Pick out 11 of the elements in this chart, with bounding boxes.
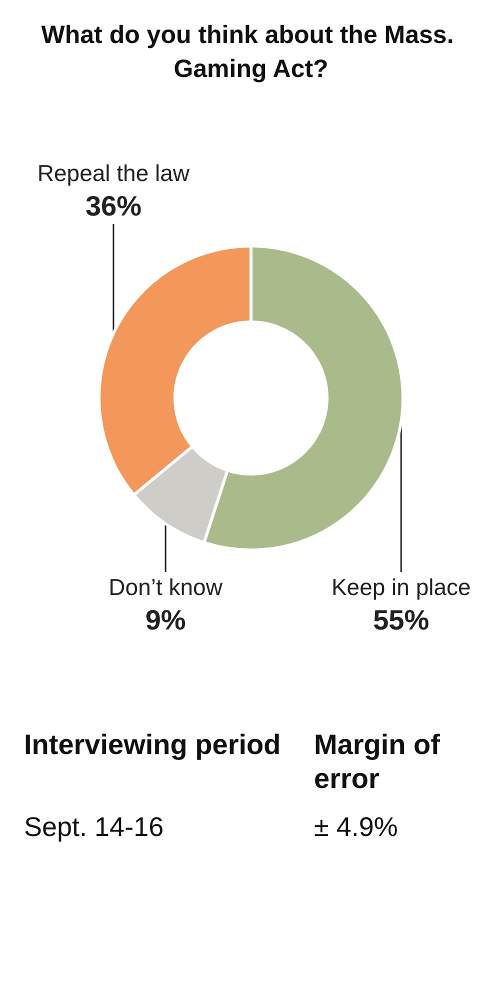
text: ± 4.9% [314,811,399,844]
data-label: 36% [85,190,142,222]
text: Margin of error [314,728,441,796]
text: Sept. 14-16 [24,811,165,844]
text: Interviewing period [24,728,282,762]
slice-label: Repeal the law [37,160,190,186]
data-label: 9% [145,604,186,636]
data-label: 55% [373,604,430,636]
slice-label: Keep in place [331,574,471,600]
chart-title: What do you think about the Mass. Gaming Act? [41,21,461,83]
slice-label: Don’t know [108,574,223,600]
